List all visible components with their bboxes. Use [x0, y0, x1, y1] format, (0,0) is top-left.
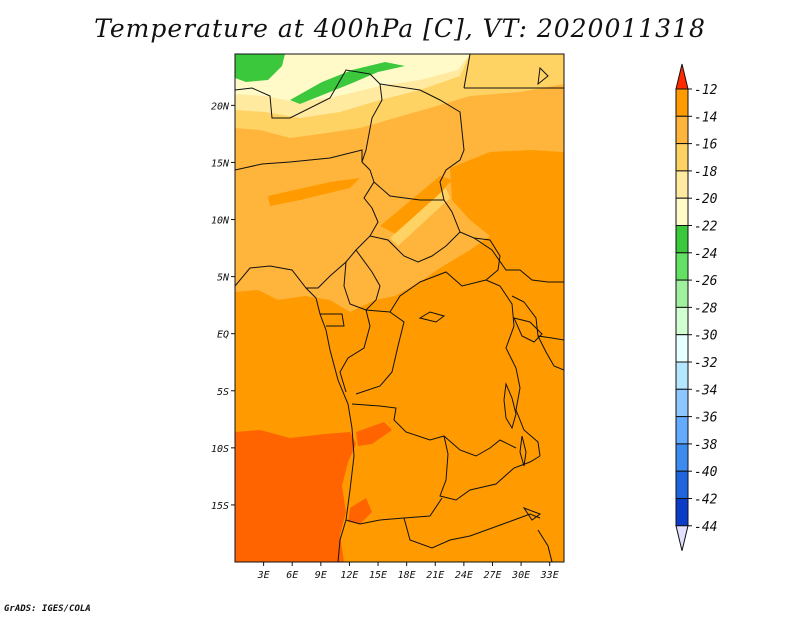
- x-tick-label: 24E: [455, 570, 473, 581]
- x-tick-label: 12E: [340, 570, 358, 581]
- colorbar-level-label: -22: [694, 220, 718, 235]
- axis-ticks: 3E 6E 9E 12E 15E 18E 21E 24E 27E 30E 33E 20N 15N 10N 5…: [211, 101, 559, 581]
- colorbar-swatch: [675, 361, 689, 390]
- colorbar-level-label: -44: [694, 520, 717, 535]
- lakes: [418, 66, 549, 521]
- y-tick-label: 10N: [211, 216, 230, 227]
- colorbar-swatch: [675, 443, 689, 472]
- colorbar-swatch: [675, 470, 689, 500]
- colorbar-level-label: -34: [694, 383, 717, 398]
- country-boundaries: [235, 54, 564, 562]
- colorbar-level-label: -26: [694, 274, 718, 289]
- colorbar-level-label: -32: [694, 356, 718, 371]
- colorbar-level-label: -14: [694, 110, 717, 125]
- colorbar-swatch: [675, 88, 689, 117]
- colorbar-top-arrow: [675, 63, 689, 90]
- contour-band--24-center: [290, 62, 405, 104]
- colorbar-level-label: -20: [694, 192, 718, 207]
- map-frame: [234, 53, 565, 563]
- x-tick-label: 30E: [511, 570, 530, 581]
- colorbar-level-label: -18: [694, 165, 718, 180]
- x-tick-label: 3E: [257, 570, 270, 581]
- colorbar-swatch: [675, 197, 689, 226]
- contour-patch--12-a: [356, 422, 392, 446]
- contour-band--12: [235, 430, 356, 562]
- colorbar-level-label: -28: [694, 301, 718, 316]
- contour-band--14-east: [450, 150, 564, 262]
- y-tick-label: 15N: [211, 158, 230, 169]
- y-tick-label: 10S: [211, 444, 229, 455]
- colorbar-swatch: [675, 115, 689, 145]
- colorbar-level-label: -36: [694, 411, 718, 426]
- colorbar-swatch: [675, 388, 689, 418]
- contour-patch--12-b: [348, 498, 372, 524]
- y-tick-label: 15S: [211, 501, 229, 512]
- y-tick-label: 20N: [211, 101, 230, 112]
- chart-title: Temperature at 400hPa [C], VT: 202001131…: [94, 14, 706, 43]
- colorbar-level-label: -38: [694, 438, 718, 453]
- map-panel: [235, 54, 564, 562]
- colorbar-swatch: [675, 225, 689, 254]
- x-tick-label: 6E: [286, 570, 298, 581]
- colorbar-level-label: -16: [694, 138, 718, 153]
- y-tick-label: 5N: [217, 273, 230, 284]
- colorbar-swatch: [675, 334, 689, 363]
- colorbar: -12 -14 -16 -18 -20 -22 -24 -26 -28 -30 -32 -34 -36 -…: [675, 63, 718, 551]
- colorbar-swatch: [675, 170, 689, 199]
- colorbar-level-label: -40: [694, 465, 718, 480]
- x-tick-label: 9E: [315, 570, 327, 581]
- x-tick-label: 33E: [540, 570, 559, 581]
- x-tick-label: 27E: [483, 570, 501, 581]
- colorbar-swatch: [675, 252, 689, 281]
- contour-streak-3: [390, 188, 450, 246]
- colorbar-level-label: -30: [694, 329, 718, 344]
- colorbar-level-label: -12: [694, 83, 718, 98]
- colorbar-swatch: [675, 143, 689, 172]
- colorbar-swatch: [675, 498, 689, 527]
- colorbar-swatch: [675, 416, 689, 445]
- colorbar-swatch: [675, 306, 689, 336]
- colorbar-level-label: -24: [694, 247, 717, 262]
- y-tick-label: 5S: [217, 387, 229, 398]
- colorbar-level-label: -42: [694, 493, 718, 508]
- x-tick-label: 18E: [398, 570, 416, 581]
- x-tick-label: 21E: [426, 570, 444, 581]
- contour-streak-1: [268, 178, 360, 206]
- grads-credit: GrADS: IGES/COLA: [4, 604, 91, 614]
- x-tick-label: 15E: [369, 570, 387, 581]
- contour-streak-2: [380, 176, 452, 236]
- colorbar-bottom-arrow: [675, 525, 689, 551]
- contour-band--24-west: [235, 54, 285, 82]
- colorbar-swatch: [675, 279, 689, 308]
- y-tick-label: EQ: [217, 330, 229, 341]
